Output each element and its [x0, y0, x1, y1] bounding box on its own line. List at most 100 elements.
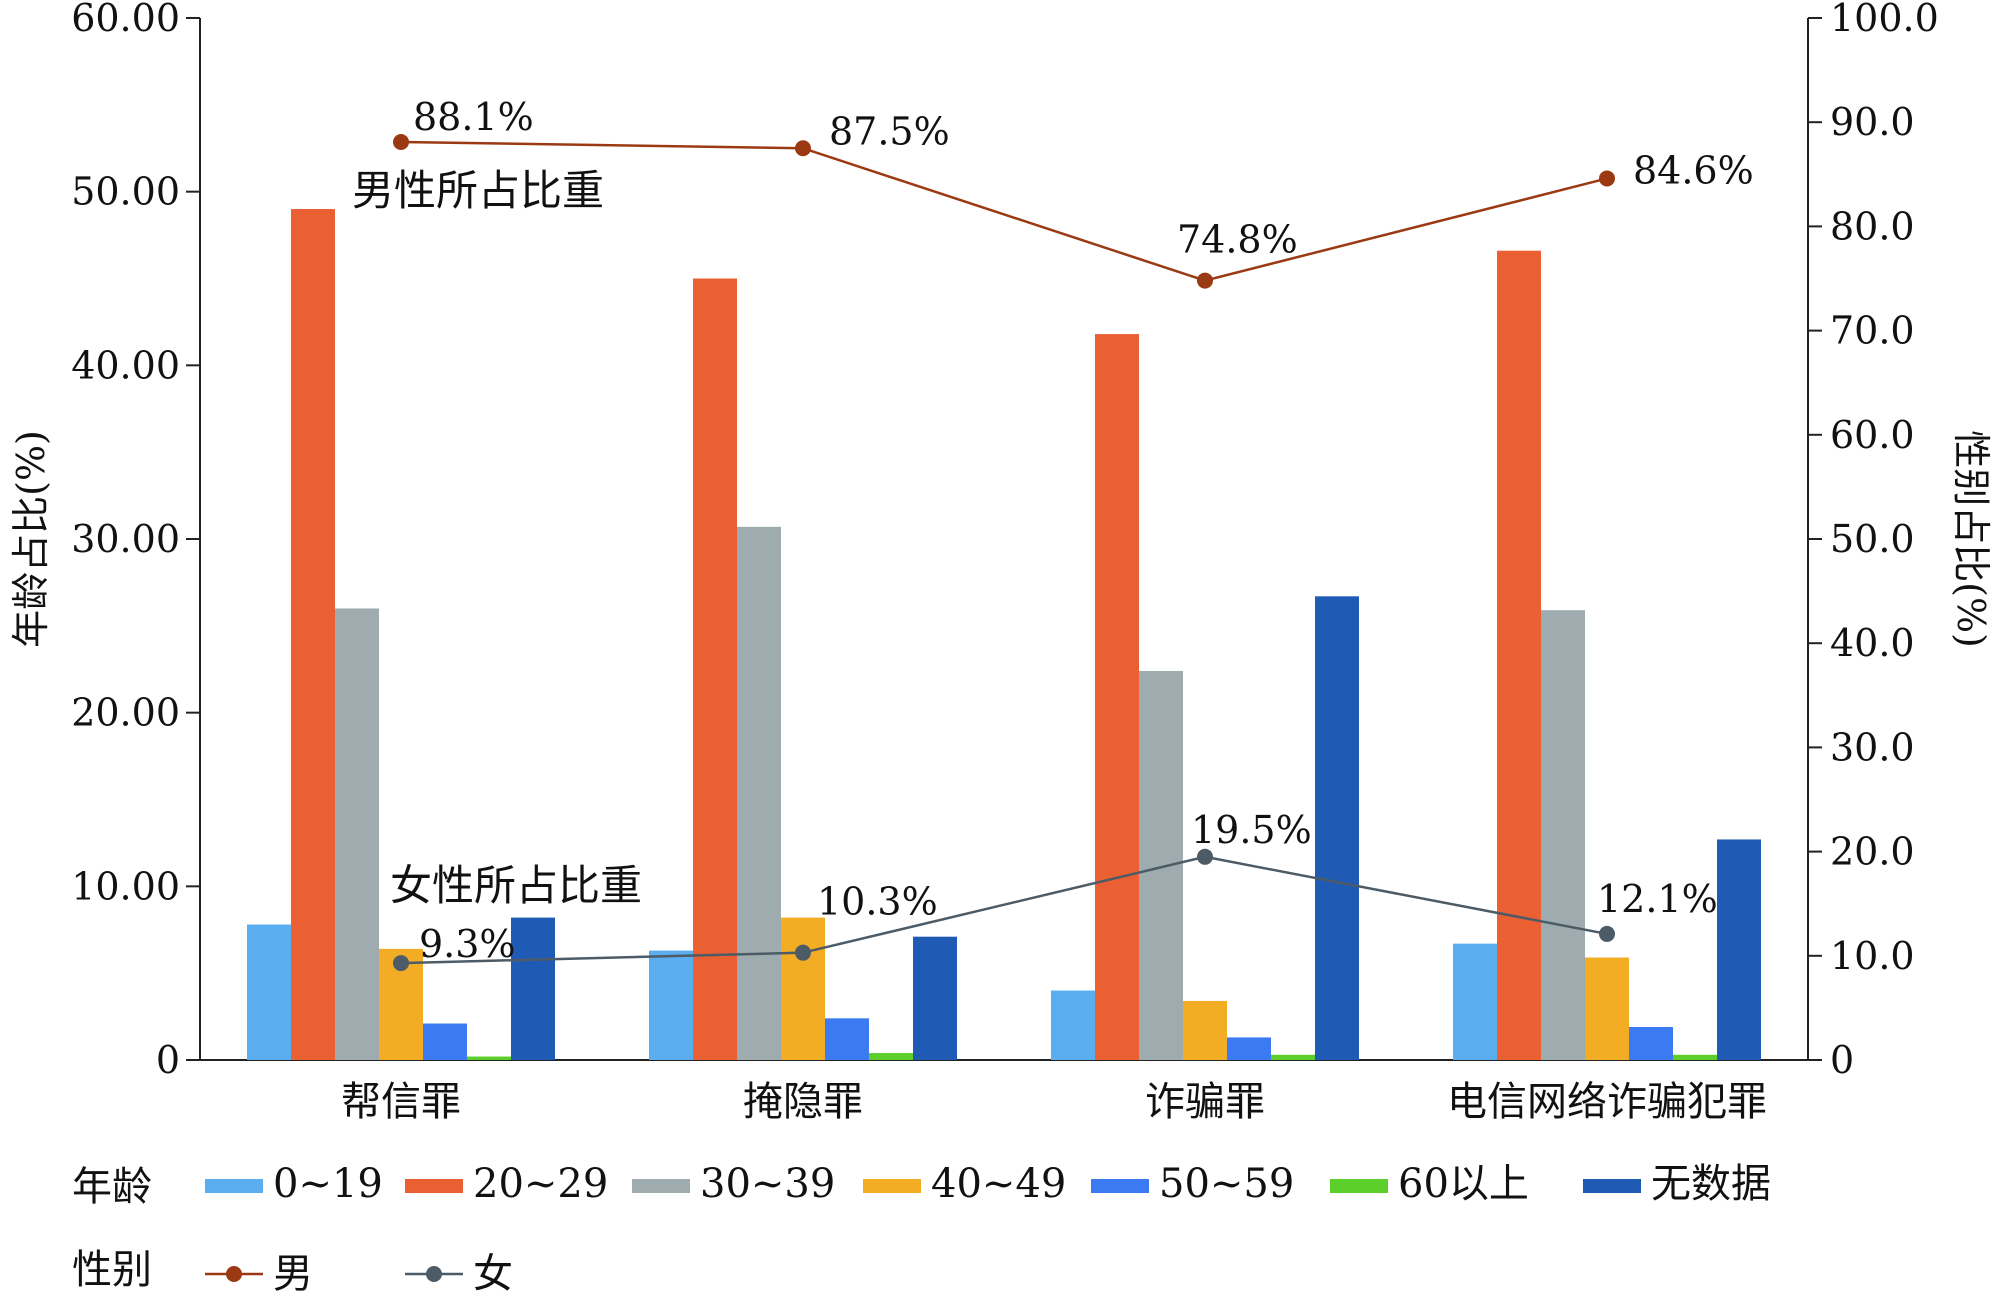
legend-label-20~29: 20~29	[473, 1161, 608, 1207]
bar-无数据-诈骗罪	[1315, 596, 1359, 1060]
right-tick-label: 80.0	[1830, 204, 1915, 248]
right-tick-label: 100.0	[1830, 0, 1939, 40]
point-label-女: 10.3%	[817, 880, 938, 924]
legend-marker-女	[426, 1266, 442, 1282]
bar-20~29-诈骗罪	[1095, 334, 1139, 1060]
bar-40~49-掩隐罪	[781, 917, 825, 1060]
point-男	[1599, 170, 1615, 187]
point-男	[1197, 272, 1213, 289]
bar-60以上-帮信罪	[467, 1056, 511, 1060]
bar-50~59-诈骗罪	[1227, 1037, 1271, 1060]
right-tick-label: 60.0	[1830, 413, 1915, 457]
legend-label-0~19: 0~19	[273, 1161, 383, 1207]
bar-20~29-电信网络诈骗犯罪	[1497, 250, 1541, 1061]
left-tick-label: 40.00	[71, 343, 180, 387]
right-axis-ticks: 0 10.0 20.0 30.0 40.0 50.0 60.0 70.0 80.0 90.0 100…	[1808, 0, 1939, 1082]
left-tick-label: 30.00	[71, 517, 180, 561]
legend-label-60以上: 60以上	[1398, 1161, 1529, 1207]
bar-40~49-电信网络诈骗犯罪	[1585, 957, 1629, 1060]
legend-label-50~59: 50~59	[1159, 1161, 1294, 1207]
bar-20~29-帮信罪	[291, 209, 335, 1061]
legend-swatch-20~29	[405, 1179, 463, 1193]
bar-0~19-掩隐罪	[649, 950, 693, 1060]
right-axis-title: 性别占比(%)	[1949, 430, 1993, 648]
point-男	[795, 140, 811, 157]
legend-gender-title: 性别	[72, 1247, 152, 1293]
male-share-annotation: 男性所占比重	[352, 166, 604, 215]
bar-30~39-掩隐罪	[737, 526, 781, 1060]
point-label-男: 74.8%	[1177, 218, 1298, 262]
right-tick-label: 50.0	[1830, 517, 1915, 561]
point-label-女: 9.3%	[419, 922, 516, 966]
legend-label-女: 女	[473, 1251, 513, 1293]
point-label-女: 12.1%	[1597, 877, 1718, 921]
legend-age-entries: 0~19 20~29 30~39 40~49 50~59 60以上 无数据	[205, 1161, 1771, 1207]
right-tick-label: 90.0	[1830, 100, 1915, 144]
bar-30~39-电信网络诈骗犯罪	[1541, 610, 1585, 1060]
bar-无数据-电信网络诈骗犯罪	[1717, 839, 1761, 1060]
line-男	[400, 140, 1608, 282]
right-tick-label: 40.0	[1830, 621, 1915, 665]
legend-swatch-60以上	[1330, 1179, 1388, 1193]
left-tick-label: 0	[156, 1038, 180, 1082]
point-女	[1599, 925, 1615, 942]
point-label-男: 87.5%	[829, 109, 950, 153]
legend-label-无数据: 无数据	[1651, 1161, 1771, 1207]
category-label: 电信网络诈骗犯罪	[1447, 1079, 1767, 1125]
legend-swatch-0~19	[205, 1179, 263, 1193]
right-tick-label: 30.0	[1830, 725, 1915, 769]
legend-marker-男	[226, 1266, 242, 1282]
bar-30~39-帮信罪	[335, 608, 379, 1060]
legend-label-男: 男	[273, 1251, 313, 1293]
left-tick-label: 20.00	[71, 691, 180, 735]
bar-无数据-帮信罪	[511, 917, 555, 1060]
legend-swatch-无数据	[1583, 1179, 1641, 1193]
bar-60以上-掩隐罪	[869, 1053, 913, 1060]
point-女	[393, 955, 409, 972]
line-group: 88.1% 87.5% 74.8% 84.6% 9.3% 10.3% 19.5% 12.1%	[393, 95, 1754, 972]
legend-swatch-40~49	[863, 1179, 921, 1193]
female-share-annotation: 女性所占比重	[390, 861, 642, 910]
point-label-男: 84.6%	[1633, 148, 1754, 192]
legend-gender-entries: 男女	[205, 1251, 513, 1293]
left-axis-ticks: 0 10.00 20.00 30.00 40.00 50.00 60.00	[71, 0, 200, 1082]
legend-age-title: 年龄	[72, 1164, 152, 1210]
bar-0~19-帮信罪	[247, 924, 291, 1060]
legend-swatch-50~59	[1091, 1179, 1149, 1193]
category-label: 帮信罪	[341, 1079, 461, 1125]
legend-label-40~49: 40~49	[931, 1161, 1066, 1207]
bar-20~29-掩隐罪	[693, 278, 737, 1060]
legend-label-30~39: 30~39	[700, 1161, 835, 1207]
category-label: 掩隐罪	[743, 1079, 863, 1125]
bar-60以上-电信网络诈骗犯罪	[1673, 1054, 1717, 1060]
line-女	[400, 855, 1608, 965]
bar-50~59-帮信罪	[423, 1023, 467, 1060]
point-label-男: 88.1%	[413, 95, 534, 139]
bar-0~19-电信网络诈骗犯罪	[1453, 943, 1497, 1060]
bar-60以上-诈骗罪	[1271, 1054, 1315, 1060]
point-女	[1197, 848, 1213, 865]
category-label: 诈骗罪	[1145, 1079, 1265, 1125]
point-女	[795, 944, 811, 961]
right-tick-label: 20.0	[1830, 830, 1915, 874]
right-tick-label: 10.0	[1830, 934, 1915, 978]
bar-50~59-电信网络诈骗犯罪	[1629, 1027, 1673, 1060]
left-tick-label: 50.00	[71, 170, 180, 214]
bar-0~19-诈骗罪	[1051, 990, 1095, 1060]
category-labels: 帮信罪 掩隐罪 诈骗罪 电信网络诈骗犯罪	[341, 1079, 1767, 1125]
left-tick-label: 60.00	[71, 0, 180, 40]
legend-swatch-30~39	[632, 1179, 690, 1193]
bar-30~39-诈骗罪	[1139, 670, 1183, 1060]
right-tick-label: 70.0	[1830, 309, 1915, 353]
bar-group	[247, 209, 1761, 1061]
bar-50~59-掩隐罪	[825, 1018, 869, 1060]
bar-无数据-掩隐罪	[913, 936, 957, 1060]
left-axis-title: 年龄占比(%)	[9, 430, 53, 648]
point-label-女: 19.5%	[1191, 808, 1312, 852]
left-tick-label: 10.00	[71, 864, 180, 908]
right-tick-label: 0	[1830, 1038, 1854, 1082]
bar-40~49-诈骗罪	[1183, 1000, 1227, 1060]
point-男	[393, 133, 409, 150]
